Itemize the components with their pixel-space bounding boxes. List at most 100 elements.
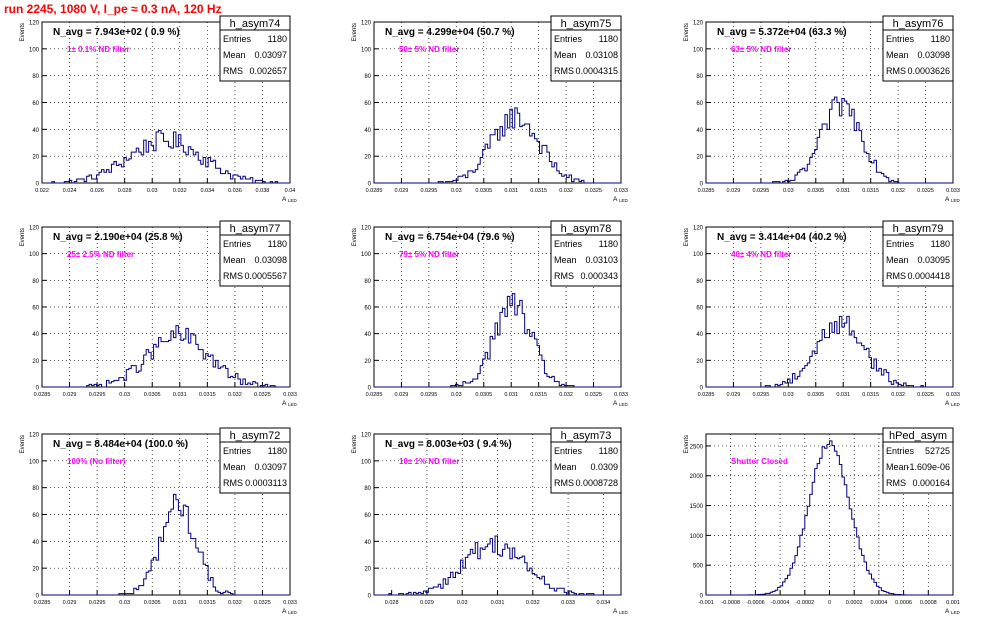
x-tick-label: 0.0315 <box>199 392 216 398</box>
x-tick-label: 0.0285 <box>366 188 383 194</box>
y-axis-title: Events <box>684 23 690 41</box>
histogram-panel-h_asym79: 0 20 40 60 80 100 120 0.0285 0.029 0.0295 0.03 0.03… <box>684 220 961 407</box>
stats-label: Mean <box>554 462 577 472</box>
x-axis-title: A <box>945 608 950 615</box>
y-tick-label: 60 <box>696 101 703 107</box>
stats-value: 0.03103 <box>585 255 618 265</box>
x-tick-label: 0.0295 <box>752 188 769 194</box>
stats-value: 0.0004315 <box>575 66 618 76</box>
stats-label: RMS <box>886 478 906 488</box>
x-tick-label: 0.029 <box>420 600 434 606</box>
y-tick-label: 120 <box>361 433 372 439</box>
stats-value: 1180 <box>931 34 950 44</box>
stats-title: h_asym74 <box>230 18 281 30</box>
x-tick-label: 0.031 <box>504 188 518 194</box>
x-tick-label: 0.033 <box>614 188 628 194</box>
y-tick-label: 80 <box>696 279 703 285</box>
x-tick-label: 0.03 <box>119 392 130 398</box>
x-tick-label: 0.0315 <box>199 600 216 606</box>
y-tick-label: 120 <box>361 226 372 232</box>
stats-title: h_asym79 <box>893 223 944 235</box>
y-tick-label: 40 <box>696 332 703 338</box>
y-tick-label: 0 <box>700 594 704 600</box>
x-tick-label: 0.033 <box>561 600 575 606</box>
stats-box <box>882 29 954 82</box>
y-tick-label: 20 <box>696 359 703 365</box>
x-tick-label: 0.0285 <box>34 600 51 606</box>
x-axis-title: A <box>945 196 950 203</box>
y-tick-label: 60 <box>32 513 39 519</box>
x-tick-label: 0.0325 <box>585 188 602 194</box>
stats-box <box>550 29 622 82</box>
stats-value: 0.03097 <box>254 462 287 472</box>
stats-label: Mean <box>554 50 577 60</box>
stats-value: 1180 <box>268 446 287 456</box>
histogram-series <box>42 325 290 388</box>
x-axis-subscript: LED <box>619 198 629 203</box>
y-tick-label: 60 <box>364 306 371 312</box>
summary-label: N_avg = 8.484e+04 (100.0 %) <box>53 439 188 450</box>
x-tick-label: 0.0325 <box>254 600 271 606</box>
y-tick-label: 80 <box>364 279 371 285</box>
x-tick-label: 0.03 <box>783 188 794 194</box>
y-tick-label: 40 <box>364 540 371 546</box>
filter-annotation: 50± 5% ND filter <box>399 45 459 54</box>
x-tick-label: 0.024 <box>63 188 77 194</box>
y-tick-label: 40 <box>32 128 39 134</box>
x-tick-label: 0.028 <box>118 188 132 194</box>
x-tick-label: 0.0295 <box>420 188 437 194</box>
x-axis-title: A <box>282 400 287 407</box>
summary-label: N_avg = 7.943e+02 ( 0.9 %) <box>53 27 180 38</box>
x-axis-title: A <box>282 608 287 615</box>
stats-value: 0.0309 <box>590 462 618 472</box>
stats-value: 0.002657 <box>249 66 287 76</box>
stats-box <box>882 441 954 494</box>
x-tick-label: 0.03 <box>457 600 468 606</box>
x-tick-label: 0.0305 <box>144 600 161 606</box>
x-tick-label: 0.03 <box>783 392 794 398</box>
y-tick-label: 0 <box>700 386 704 392</box>
y-tick-label: 40 <box>32 332 39 338</box>
stats-label: Entries <box>554 34 583 44</box>
x-tick-label: 0.03 <box>451 392 462 398</box>
stats-label: RMS <box>554 271 574 281</box>
stats-label: RMS <box>886 66 906 76</box>
stats-value: 0.0005567 <box>244 271 287 281</box>
x-tick-label: 0.03 <box>451 188 462 194</box>
x-tick-label: 0.032 <box>559 188 573 194</box>
y-axis-title: Events <box>20 435 26 453</box>
y-tick-label: 40 <box>364 128 371 134</box>
y-tick-label: 20 <box>32 567 39 573</box>
x-tick-label: 0.022 <box>35 188 49 194</box>
y-tick-label: 80 <box>32 74 39 80</box>
stats-label: Entries <box>886 239 915 249</box>
y-tick-label: 1000 <box>690 534 704 540</box>
stats-label: Mean <box>886 50 909 60</box>
x-tick-label: 0.0004 <box>870 600 887 606</box>
x-tick-label: 0.028 <box>385 600 399 606</box>
y-tick-label: 20 <box>32 359 39 365</box>
y-tick-label: 40 <box>364 332 371 338</box>
stats-label: RMS <box>223 66 243 76</box>
x-tick-label: 0.0285 <box>698 188 715 194</box>
y-tick-label: 100 <box>693 47 704 53</box>
stats-box <box>219 234 291 287</box>
y-axis-title: Events <box>20 23 26 41</box>
y-tick-label: 20 <box>364 567 371 573</box>
x-tick-label: 0.031 <box>504 392 518 398</box>
stats-title: h_asym72 <box>230 430 281 442</box>
filter-annotation: 79± 5% ND filter <box>399 250 459 259</box>
y-tick-label: 20 <box>364 359 371 365</box>
x-tick-label: 0.031 <box>836 392 850 398</box>
histogram-panel-hPed_asym: 0 500 1000 1500 2000 2500 -0.001 -0.0008 -0.0006… <box>684 427 961 615</box>
y-tick-label: 80 <box>364 74 371 80</box>
stats-label: Entries <box>223 446 252 456</box>
filter-annotation: 40± 4% ND filter <box>731 250 791 259</box>
x-tick-label: 0.0305 <box>807 392 824 398</box>
x-tick-label: 0.0002 <box>846 600 863 606</box>
summary-label: N_avg = 8.003e+03 ( 9.4 %) <box>385 439 512 450</box>
filter-annotation: Shutter Closed <box>731 457 788 466</box>
stats-label: RMS <box>223 271 243 281</box>
stats-label: Entries <box>886 446 915 456</box>
stats-value: 1180 <box>268 239 287 249</box>
